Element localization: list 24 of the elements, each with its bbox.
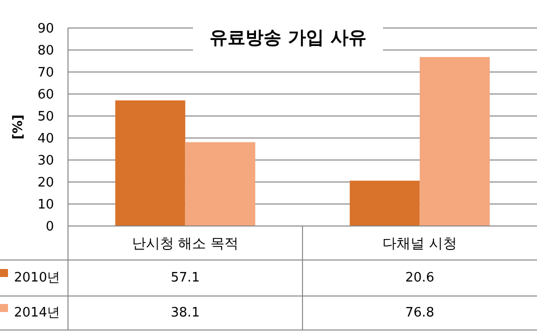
y-tick-label: 50	[37, 110, 54, 125]
data-label: 20.6	[405, 270, 434, 286]
y-tick-label: 90	[37, 22, 54, 37]
y-tick-label: 0	[46, 220, 54, 235]
data-label: 38.1	[170, 306, 200, 321]
bar	[350, 180, 420, 226]
y-tick-label: 20	[37, 176, 54, 191]
bar	[115, 100, 186, 226]
y-axis-title: [%]	[11, 114, 26, 140]
legend-label: 2014년	[14, 306, 60, 321]
chart-title: 유료방송 가입 사유	[210, 27, 366, 48]
y-tick-label: 40	[37, 132, 54, 147]
bar	[420, 57, 490, 226]
x-tick-label: 다채널 시청	[382, 236, 457, 252]
data-label: 57.1	[170, 270, 200, 286]
data-label: 76.8	[405, 306, 434, 321]
y-tick-label: 80	[37, 44, 54, 59]
x-tick-label: 난시청 해소 목적	[132, 236, 239, 252]
legend-label: 2010년	[14, 270, 60, 286]
y-tick-label: 10	[37, 198, 54, 213]
bar	[185, 142, 256, 226]
y-tick-label: 30	[37, 154, 54, 169]
y-tick-label: 70	[37, 66, 54, 81]
y-tick-label: 60	[37, 88, 54, 103]
